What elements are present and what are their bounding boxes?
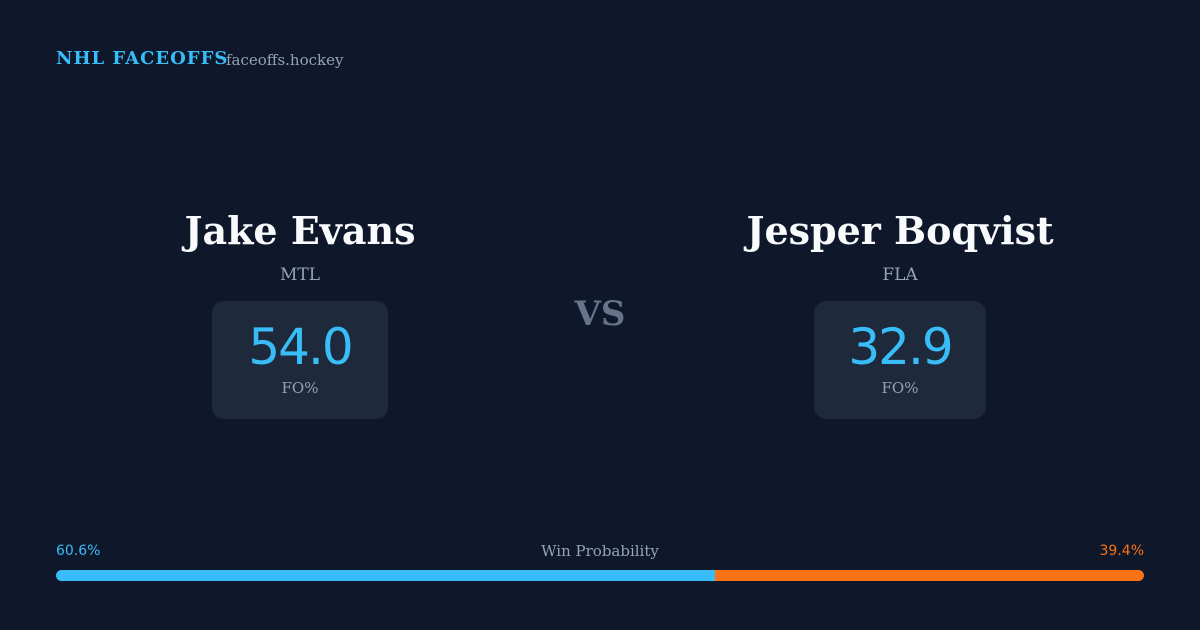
stat-label: FO% xyxy=(281,379,319,397)
stat-box: 32.9 FO% xyxy=(814,301,986,419)
win-prob-segment xyxy=(715,570,1144,581)
site-url: faceoffs.hockey xyxy=(226,51,344,69)
player-card: Jesper Boqvist FLA 32.9 FO% xyxy=(650,205,1150,419)
win-prob-bar xyxy=(56,570,1144,581)
win-prob-home: 60.6% xyxy=(56,543,101,559)
stat-value: 32.9 xyxy=(848,318,953,376)
win-prob-segment xyxy=(56,570,716,581)
versus: VS xyxy=(574,294,626,334)
brand-title: NHL FACEOFFS xyxy=(56,48,229,69)
player-name: Jake Evans xyxy=(184,208,416,253)
stat-label: FO% xyxy=(881,379,919,397)
win-prob-away: 39.4% xyxy=(1099,543,1144,559)
stat-value: 54.0 xyxy=(248,318,353,376)
player-card: Jake Evans MTL 54.0 FO% xyxy=(50,205,550,419)
player-team: FLA xyxy=(882,265,918,285)
player-team: MTL xyxy=(279,265,321,285)
player-name: Jesper Boqvist xyxy=(746,208,1054,253)
win-prob-label: Win Probability xyxy=(541,542,659,560)
stat-box: 54.0 FO% xyxy=(212,301,388,419)
